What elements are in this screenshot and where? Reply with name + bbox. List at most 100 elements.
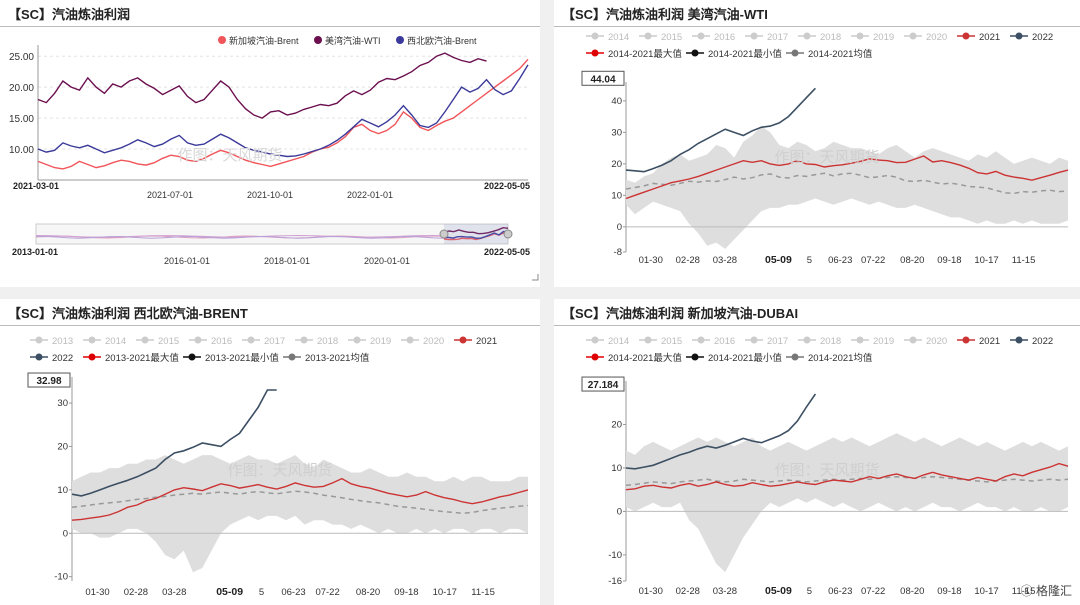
y-tick-label: 20: [611, 419, 622, 430]
legend-label: 2022: [1032, 336, 1053, 347]
legend-marker: [962, 336, 970, 344]
legend-label: 2019: [873, 32, 894, 43]
x-tick-label: 5: [259, 587, 264, 598]
legend-marker: [218, 36, 226, 44]
x-tick-label: 2021-10-01: [247, 190, 293, 200]
x-tick-label: 08-20: [356, 587, 380, 598]
chart-svg[interactable]: 2014 2015 2016 2017 2018 2019 2020 2021 2022 2014…: [554, 0, 1080, 287]
x-tick-label: 05-09: [765, 254, 792, 266]
value-tooltip-text: 27.184: [588, 380, 619, 391]
legend-label: 2014-2021均值: [808, 48, 873, 60]
legend-marker: [1015, 32, 1023, 40]
x-tick-label: 11-15: [471, 587, 495, 598]
legend-label: 2016: [714, 336, 735, 347]
legend-marker: [697, 32, 705, 40]
title-underline: [0, 325, 540, 326]
value-tooltip-text: 44.04: [590, 74, 615, 85]
legend-label: 2014-2021最大值: [608, 352, 682, 364]
x-tick-label: 03-28: [713, 586, 737, 597]
x-tick-label: 10-17: [433, 587, 457, 598]
legend-label: 2016: [714, 32, 735, 43]
range-band: [626, 126, 1068, 249]
x-tick-label: 07-22: [315, 587, 339, 598]
x-tick-label: 07-22: [861, 586, 885, 597]
legend-label: 2022: [52, 353, 73, 364]
watermark: 作图：天风期货: [227, 462, 332, 479]
legend-label: 2019: [370, 336, 391, 347]
legend-label: 2014-2021最小值: [708, 48, 782, 60]
y-tick-label: -10: [608, 550, 622, 561]
legend-label: 2017: [767, 32, 788, 43]
x-tick-label: 2021-07-01: [147, 190, 193, 200]
legend-marker: [35, 353, 43, 361]
series-line-3: [37, 64, 529, 158]
legend-marker: [644, 32, 652, 40]
y-tick-label: 25.00: [9, 52, 34, 63]
legend-marker: [353, 336, 361, 344]
x-tick-label: 06-23: [828, 586, 852, 597]
y-tick-label: 10: [611, 463, 622, 474]
legend-label: 2013-2021均值: [305, 352, 370, 364]
panel-title: 【SC】汽油炼油利润 西北欧汽油-BRENT: [8, 306, 248, 321]
slider-tick-label: 2016-01-01: [164, 256, 210, 266]
watermark: 作图：天风期货: [177, 147, 282, 164]
legend-marker: [644, 336, 652, 344]
value-tooltip-box: [581, 70, 625, 86]
legend-marker: [459, 336, 467, 344]
legend-label: 2020: [926, 32, 947, 43]
legend-marker: [194, 336, 202, 344]
slider-preview-line: [35, 235, 445, 239]
legend-marker: [88, 336, 96, 344]
panel-usgc-wti: 【SC】汽油炼油利润 美湾汽油-WTI 2014 2015 2016 2017 2018…: [554, 0, 1080, 287]
vertical-divider: [540, 0, 554, 605]
chart-svg[interactable]: 新加坡汽油-Brent 美湾汽油-WTI 西北欧汽油-Brent 25.00 20.00…: [0, 0, 540, 287]
x-tick-label: 09-18: [937, 586, 961, 597]
title-underline: [0, 26, 540, 27]
legend-label: 2013-2021最大值: [105, 352, 179, 364]
x-tick-label: 06-23: [828, 255, 852, 266]
legend-label: 2015: [158, 336, 179, 347]
panel-sg-dubai: 【SC】汽油炼油利润 新加坡汽油-DUBAI 2014 2015 2016 2017 2…: [554, 299, 1080, 605]
x-tick-label: 06-23: [281, 587, 305, 598]
legend-marker: [697, 336, 705, 344]
slider-tick-label: 2020-01-01: [364, 256, 410, 266]
legend-label: 2015: [661, 336, 682, 347]
legend-marker: [791, 353, 799, 361]
chart-svg[interactable]: 2014 2015 2016 2017 2018 2019 2020 2021 2022 2014…: [554, 299, 1080, 605]
series-2021-line: [625, 462, 1069, 491]
x-tick-label: 10-17: [974, 586, 998, 597]
zoom-slider-track: [35, 223, 509, 245]
corner-logo: ⓖ 格隆汇: [1021, 582, 1072, 599]
y-tick-label: 0: [617, 506, 622, 517]
legend-marker: [300, 336, 308, 344]
legend-label: 2016: [211, 336, 232, 347]
legend-marker: [856, 336, 864, 344]
legend-label: 2017: [767, 336, 788, 347]
slider-end-label: 2022-05-05: [484, 247, 530, 257]
legend-label: 西北欧汽油-Brent: [407, 35, 477, 46]
panel-title: 【SC】汽油炼油利润: [8, 7, 131, 22]
x-tick-label: 01-30: [85, 587, 109, 598]
series-2021-line: [71, 477, 529, 521]
x-tick-label: 03-28: [713, 255, 737, 266]
title-underline: [554, 325, 1080, 326]
legend-marker: [909, 336, 917, 344]
legend-marker: [141, 336, 149, 344]
range-band: [626, 433, 1068, 573]
panel-title: 【SC】汽油炼油利润 美湾汽油-WTI: [562, 7, 768, 22]
x-tick-label: 01-30: [639, 255, 663, 266]
x-tick-label: 02-28: [124, 587, 148, 598]
y-tick-label: -10: [54, 572, 68, 583]
legend-label: 2013: [52, 336, 73, 347]
watermark: 作图：天风期货: [774, 462, 879, 479]
chart-svg[interactable]: 2013 2014 2015 2016 2017 2018 2019 2020 2021 2022…: [0, 299, 540, 605]
x-tick-label: 5: [807, 586, 812, 597]
x-tick-label: 03-28: [162, 587, 186, 598]
x-tick-label: 10-17: [974, 255, 998, 266]
y-tick-label: 0: [617, 222, 622, 233]
panel-sc-gasoline-margin: 【SC】汽油炼油利润 新加坡汽油-Brent 美湾汽油-WTI 西北欧汽油-Bren…: [0, 0, 540, 287]
resize-icon: [532, 274, 539, 281]
series-line-2: [37, 52, 487, 119]
legend-marker: [909, 32, 917, 40]
legend-marker: [247, 336, 255, 344]
